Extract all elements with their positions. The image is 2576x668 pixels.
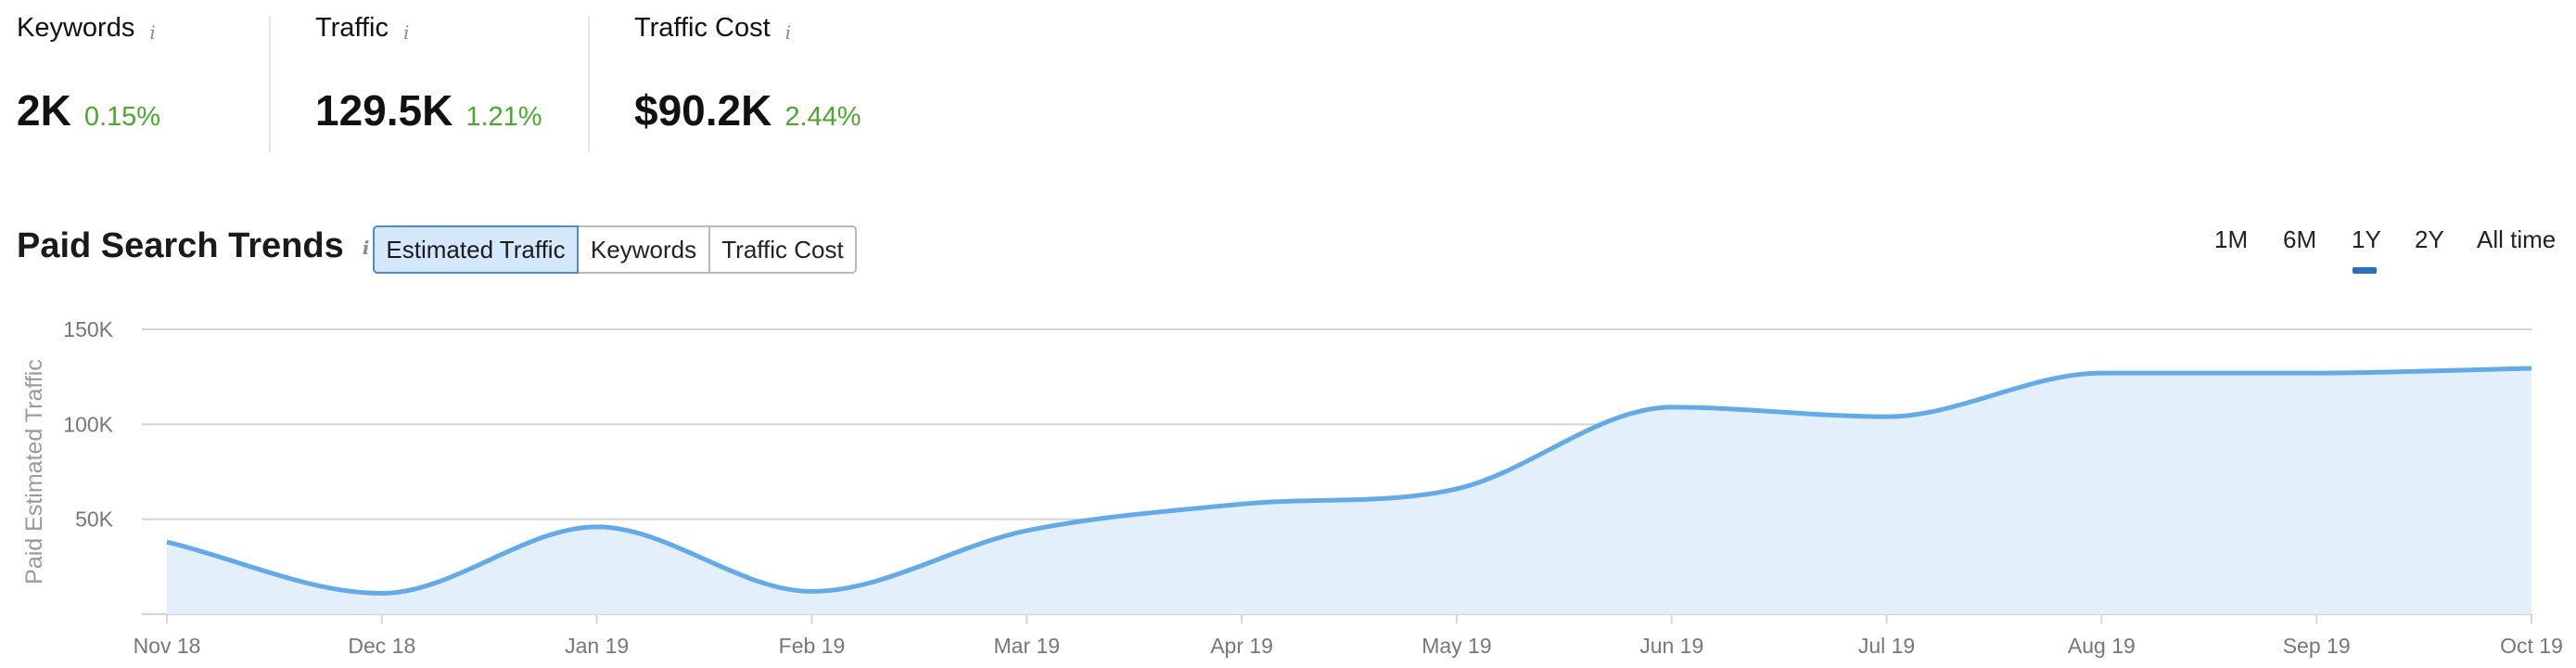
section-title-text: Paid Search Trends — [17, 226, 344, 265]
y-axis: 50K 100K 150K — [63, 317, 113, 532]
info-icon[interactable]: i — [362, 236, 370, 259]
traffic-cost-button[interactable]: Traffic Cost — [708, 225, 857, 274]
y-tick-label: 150K — [63, 317, 113, 341]
x-tick-label: Jul 19 — [1858, 634, 1915, 658]
metric-traffic-delta: 1.21% — [465, 102, 542, 132]
metric-keywords-label: Keywords — [17, 13, 135, 43]
traffic-area — [167, 367, 2531, 614]
metric-traffic-cost-label: Traffic Cost — [634, 13, 771, 43]
traffic-series-line[interactable] — [166, 366, 2532, 596]
x-tick-label: Feb 19 — [779, 634, 846, 658]
range-tab-1m[interactable]: 1M — [2214, 225, 2249, 253]
info-icon[interactable]: i — [149, 20, 156, 44]
section-title: Paid Search Trends i — [17, 226, 369, 266]
metric-traffic: Traffic i — [315, 13, 409, 44]
metric-divider — [588, 17, 590, 152]
metric-traffic-values: 129.5K 1.21% — [315, 85, 542, 135]
y-tick-label: 50K — [75, 507, 114, 532]
metric-keywords-delta: 0.15% — [83, 102, 161, 132]
metric-divider — [269, 17, 271, 152]
range-tab-6m[interactable]: 6M — [2283, 225, 2317, 253]
x-tick-label: May 19 — [1422, 634, 1491, 658]
x-tick-label: Jun 19 — [1639, 634, 1703, 658]
metric-keywords: Keywords i — [17, 13, 156, 44]
x-tick-label: Oct 19 — [2500, 634, 2563, 658]
x-tick-label: Sep 19 — [2283, 634, 2351, 658]
range-tab-all-time[interactable]: All time — [2477, 225, 2557, 253]
metric-traffic-cost-value: $90.2K — [634, 86, 772, 135]
metric-traffic-cost-delta: 2.44% — [784, 102, 861, 132]
metric-keywords-value: 2K — [17, 86, 71, 135]
x-tick-label: Mar 19 — [993, 634, 1060, 658]
metric-traffic-value: 129.5K — [315, 86, 453, 135]
estimated-traffic-button[interactable]: Estimated Traffic — [373, 225, 579, 274]
info-icon[interactable]: i — [402, 20, 410, 44]
range-tab-1y[interactable]: 1Y — [2352, 225, 2381, 253]
x-tick-label: Jan 19 — [565, 634, 629, 658]
metric-segmented-control: Estimated Traffic Keywords Traffic Cost — [373, 225, 857, 274]
metric-keywords-values: 2K 0.15% — [17, 85, 160, 135]
keywords-button[interactable]: Keywords — [577, 225, 710, 274]
y-tick-label: 100K — [63, 412, 113, 436]
x-tick-label: Apr 19 — [1210, 634, 1273, 658]
x-tick-label: Aug 19 — [2068, 634, 2136, 658]
x-tick-label: Dec 18 — [348, 634, 415, 658]
y-axis-title: Paid Estimated Traffic — [21, 359, 47, 584]
range-tab-2y[interactable]: 2Y — [2415, 225, 2444, 253]
x-tick-label: Nov 18 — [134, 634, 201, 658]
metric-traffic-label: Traffic — [315, 13, 389, 43]
metric-traffic-cost: Traffic Cost i — [634, 13, 791, 44]
metric-traffic-cost-values: $90.2K 2.44% — [634, 85, 861, 135]
active-range-indicator — [2353, 267, 2377, 274]
info-icon[interactable]: i — [784, 20, 792, 44]
x-axis: Nov 18 Dec 18 Jan 19 Feb 19 Mar 19 Apr 19 May … — [134, 614, 2563, 658]
